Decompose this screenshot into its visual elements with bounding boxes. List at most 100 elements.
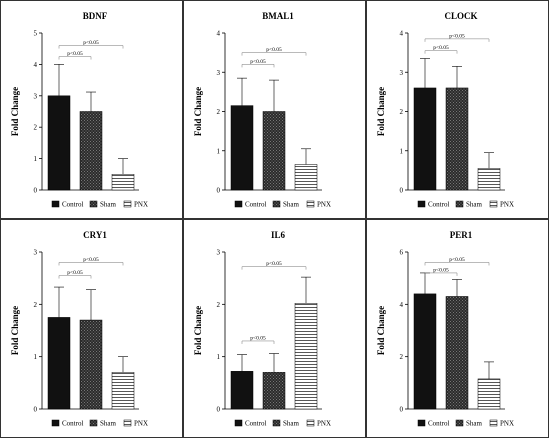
y-tick-label: 2 xyxy=(400,108,404,116)
bar-pnx xyxy=(294,303,318,410)
significance-label: p<0.05 xyxy=(433,45,449,51)
y-tick-label: 0 xyxy=(34,406,38,414)
legend-label: Control xyxy=(62,420,83,428)
panel-bdnf: BDNF Fold Change 0 1 2 3 4 5 p<0.05p<0.05 Control… xyxy=(0,0,183,219)
y-tick-label: 2 xyxy=(34,301,38,309)
bar-control xyxy=(230,105,254,191)
chart-title: BMAL1 xyxy=(262,11,294,21)
bar-sham xyxy=(262,372,286,410)
y-tick-label: 4 xyxy=(34,61,38,69)
legend-label: Control xyxy=(62,201,83,209)
significance-bracket xyxy=(424,262,490,266)
y-tick-label: 1 xyxy=(34,155,38,163)
y-axis-label: Fold Change xyxy=(10,87,20,136)
y-tick-label: 0 xyxy=(34,187,38,195)
y-axis-label: Fold Change xyxy=(10,306,20,355)
legend-swatch-pnx xyxy=(489,200,498,208)
y-axis-label: Fold Change xyxy=(376,306,386,355)
significance-bracket xyxy=(241,52,307,56)
legend-swatch-pnx xyxy=(306,200,315,208)
chart-title: CRY1 xyxy=(83,230,107,240)
significance-label: p<0.05 xyxy=(250,335,266,341)
legend-swatch-pnx xyxy=(306,419,315,427)
significance-label: p<0.05 xyxy=(67,270,83,276)
legend-swatch-pnx xyxy=(123,419,132,427)
panel-clock: CLOCK Fold Change 0 1 2 3 4 p<0.05p<0.05 Control… xyxy=(366,0,549,219)
y-tick-label: 1 xyxy=(217,353,221,361)
bar-control xyxy=(230,371,254,410)
panel-border xyxy=(183,0,366,219)
legend-swatch-sham xyxy=(272,200,281,208)
legend-label: Control xyxy=(428,420,449,428)
chart-title: PER1 xyxy=(450,230,473,240)
legend-swatch-pnx xyxy=(123,200,132,208)
legend-swatch-control xyxy=(417,419,426,427)
y-tick-label: 2 xyxy=(217,301,221,309)
bar-control xyxy=(47,95,71,191)
y-tick-label: 3 xyxy=(34,92,38,100)
panel-border xyxy=(0,0,183,219)
y-tick-label: 4 xyxy=(400,301,404,309)
significance-label: p<0.05 xyxy=(250,59,266,65)
legend-swatch-control xyxy=(51,419,60,427)
bar-control xyxy=(413,293,437,410)
legend-label: PNX xyxy=(317,201,331,209)
y-tick-label: 4 xyxy=(217,30,221,38)
legend-label: Sham xyxy=(100,201,117,209)
y-axis-label: Fold Change xyxy=(376,87,386,136)
y-tick-label: 3 xyxy=(217,249,221,257)
bar-pnx xyxy=(111,372,135,410)
significance-label: p<0.05 xyxy=(83,257,99,263)
legend-label: PNX xyxy=(134,201,148,209)
y-axis-label: Fold Change xyxy=(193,87,203,136)
legend-label: Sham xyxy=(466,201,483,209)
legend-label: PNX xyxy=(500,420,514,428)
significance-label: p<0.05 xyxy=(433,267,449,273)
significance-bracket xyxy=(58,56,92,60)
significance-bracket xyxy=(424,38,490,42)
panel-per1: PER1 Fold Change 0 2 4 6 p<0.05p<0.05 Control Sh… xyxy=(366,219,549,438)
bar-pnx xyxy=(111,174,135,191)
significance-label: p<0.05 xyxy=(83,40,99,46)
y-tick-label: 2 xyxy=(34,124,38,132)
panel-border xyxy=(366,0,549,219)
legend-swatch-control xyxy=(417,200,426,208)
significance-label: p<0.05 xyxy=(266,261,282,267)
y-tick-label: 4 xyxy=(400,30,404,38)
chart-title: BDNF xyxy=(83,11,108,21)
y-tick-label: 0 xyxy=(217,406,221,414)
significance-label: p<0.05 xyxy=(266,47,282,53)
bar-sham xyxy=(445,87,469,191)
bar-sham xyxy=(79,111,103,191)
legend-label: Control xyxy=(245,420,266,428)
legend-swatch-control xyxy=(51,200,60,208)
significance-bracket xyxy=(58,45,124,49)
panel-il6: IL6 Fold Change 0 1 2 3 p<0.05 p<0.05 Control Sha… xyxy=(183,219,366,438)
legend-swatch-sham xyxy=(455,200,464,208)
legend-swatch-sham xyxy=(455,419,464,427)
bar-control xyxy=(413,87,437,191)
legend-swatch-pnx xyxy=(489,419,498,427)
significance-bracket xyxy=(241,64,275,68)
legend-label: PNX xyxy=(500,201,514,209)
legend-label: Sham xyxy=(283,201,300,209)
y-tick-label: 3 xyxy=(400,69,404,77)
y-tick-label: 6 xyxy=(400,249,404,257)
legend-swatch-sham xyxy=(89,200,98,208)
panel-bmal1: BMAL1 Fold Change 0 1 2 3 4 p<0.05p<0.05 Control… xyxy=(183,0,366,219)
legend-label: Sham xyxy=(283,420,300,428)
bar-pnx xyxy=(477,378,501,410)
significance-label: p<0.05 xyxy=(449,33,465,39)
y-tick-label: 0 xyxy=(217,187,221,195)
bar-pnx xyxy=(294,164,318,191)
significance-label: p<0.05 xyxy=(449,257,465,263)
chart-title: CLOCK xyxy=(444,11,477,21)
significance-bracket xyxy=(58,262,124,266)
legend-label: Control xyxy=(428,201,449,209)
bar-sham xyxy=(262,111,286,191)
significance-bracket xyxy=(424,50,458,54)
y-tick-label: 2 xyxy=(217,108,221,116)
bar-sham xyxy=(445,296,469,410)
legend-label: Control xyxy=(245,201,266,209)
